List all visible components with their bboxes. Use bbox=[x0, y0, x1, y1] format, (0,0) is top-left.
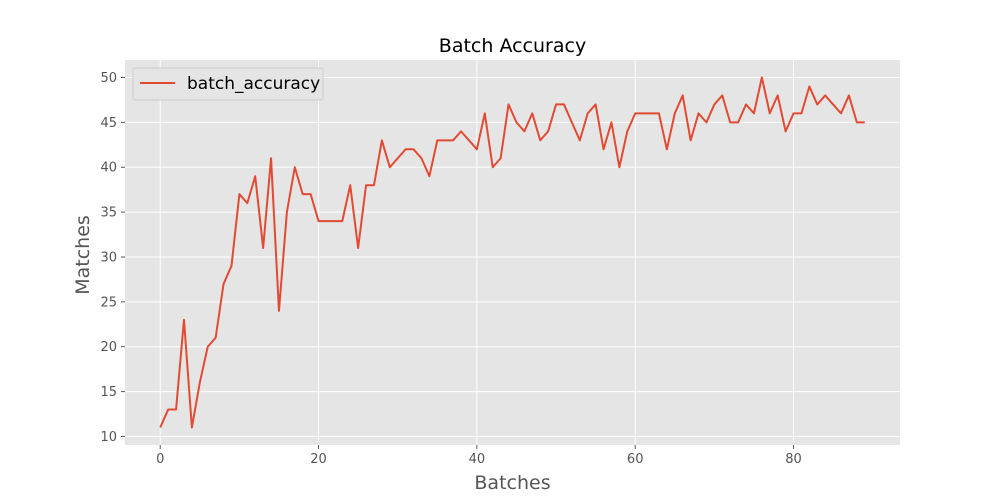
y-tick-label: 30 bbox=[100, 250, 117, 265]
y-tick-label: 10 bbox=[100, 430, 117, 445]
grid-lines bbox=[125, 60, 900, 445]
x-axis-ticks: 0 20 40 60 80 bbox=[156, 445, 802, 467]
y-tick-label: 35 bbox=[100, 206, 117, 221]
x-tick-label: 0 bbox=[156, 452, 164, 467]
x-axis-label: Batches bbox=[474, 472, 550, 494]
y-axis-ticks: 10 15 20 25 30 35 40 45 50 bbox=[100, 71, 125, 445]
plot-background bbox=[125, 60, 900, 445]
y-tick-label: 25 bbox=[100, 295, 117, 310]
legend: batch_accuracy bbox=[132, 67, 324, 101]
legend-label-batch-accuracy: batch_accuracy bbox=[187, 74, 320, 94]
y-axis-label: Matches bbox=[72, 215, 94, 295]
x-tick-label: 20 bbox=[310, 452, 327, 467]
series-lines bbox=[159, 76, 865, 429]
chart-title: Batch Accuracy bbox=[439, 35, 586, 57]
y-tick-label: 15 bbox=[100, 385, 117, 400]
series-line-batch-accuracy bbox=[159, 76, 865, 429]
y-tick-label: 20 bbox=[100, 340, 117, 355]
y-tick-label: 50 bbox=[100, 71, 117, 86]
y-tick-label: 45 bbox=[100, 116, 117, 131]
x-tick-label: 80 bbox=[785, 452, 802, 467]
x-tick-label: 60 bbox=[627, 452, 644, 467]
x-tick-label: 40 bbox=[469, 452, 486, 467]
legend-box bbox=[132, 67, 324, 101]
y-tick-label: 40 bbox=[100, 161, 117, 176]
